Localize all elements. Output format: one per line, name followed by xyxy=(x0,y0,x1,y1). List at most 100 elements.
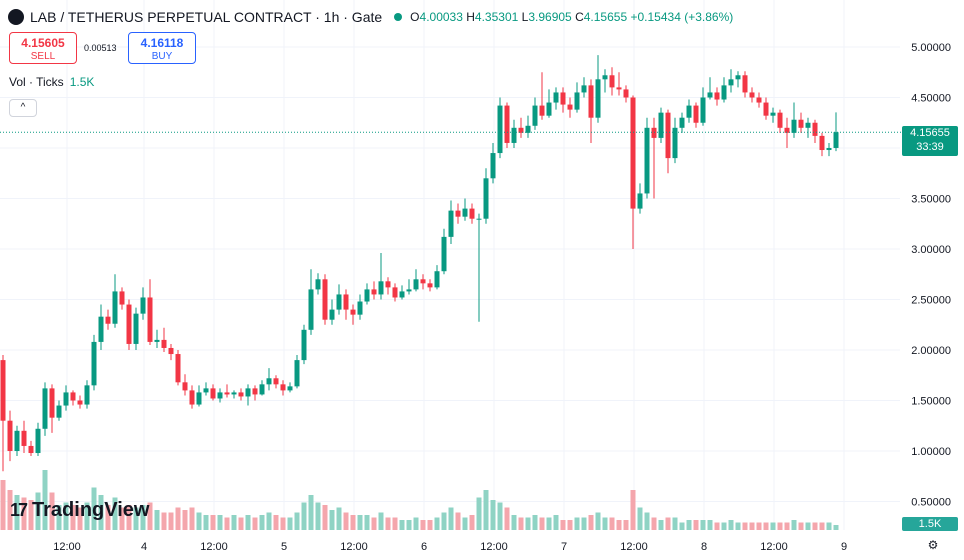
x-tick-label: 12:00 xyxy=(53,541,81,553)
candle-body xyxy=(308,289,314,330)
y-tick-label: 5.00000 xyxy=(911,42,951,54)
candle-body xyxy=(728,79,734,86)
buy-label: BUY xyxy=(151,51,173,62)
candle-body xyxy=(707,92,713,98)
y-tick-label: 2.50000 xyxy=(911,295,951,307)
tradingview-logo[interactable]: 17 TradingView xyxy=(10,499,149,522)
volume-bar xyxy=(602,517,608,530)
candle-body xyxy=(343,294,349,310)
volume-bar xyxy=(266,512,272,530)
volume-bar xyxy=(665,517,671,530)
x-tick-label: 8 xyxy=(701,541,707,553)
candle-body xyxy=(749,92,755,98)
volume-bar xyxy=(105,505,111,530)
candle-body xyxy=(203,388,209,393)
sell-button[interactable]: 4.15605 SELL xyxy=(9,32,77,64)
y-tick-label: 3.00000 xyxy=(911,244,951,256)
x-tick-label: 12:00 xyxy=(480,541,508,553)
market-status-icon xyxy=(394,13,403,21)
candle-body xyxy=(462,208,468,217)
candle-body xyxy=(14,430,20,451)
y-tick-label: 1.00000 xyxy=(911,446,951,458)
candle-body xyxy=(161,339,167,348)
volume-bar xyxy=(427,520,433,530)
low-label: L xyxy=(521,10,529,24)
volume-bar xyxy=(343,512,349,530)
candle-body xyxy=(126,304,132,344)
volume-bar xyxy=(322,505,328,530)
candle-body xyxy=(364,289,370,302)
candle-body xyxy=(294,360,300,387)
candle-body xyxy=(441,236,447,272)
volume-bar xyxy=(210,515,216,530)
candle-body xyxy=(133,313,139,344)
volume-bar xyxy=(791,520,797,530)
candle-body xyxy=(805,122,811,128)
candle-body xyxy=(0,360,6,421)
candle-body xyxy=(623,89,629,98)
y-tick-label: 1.50000 xyxy=(911,396,951,408)
volume-bar xyxy=(805,522,811,530)
buy-button[interactable]: 4.16118 BUY xyxy=(128,32,196,64)
candle-body xyxy=(98,316,104,342)
volume-bar xyxy=(546,517,552,530)
volume-bar xyxy=(728,520,734,530)
candle-body xyxy=(238,392,244,397)
volume-bar xyxy=(560,520,566,530)
volume-tag: 1.5K xyxy=(902,517,958,531)
candle-body xyxy=(574,92,580,110)
symbol-title[interactable]: LAB / TETHERUS PERPETUAL CONTRACT · 1h ·… xyxy=(30,9,383,25)
volume-bar xyxy=(784,522,790,530)
high-label: H xyxy=(466,10,475,24)
collapse-legend-button[interactable]: ^ xyxy=(9,99,37,117)
volume-bar xyxy=(721,522,727,530)
candle-body xyxy=(448,210,454,237)
candle-body xyxy=(231,392,237,395)
candle-body xyxy=(560,92,566,105)
volume-legend[interactable]: Vol · Ticks 1.5K xyxy=(9,75,94,89)
candle-body xyxy=(434,271,440,288)
candle-body xyxy=(210,388,216,399)
volume-bar xyxy=(693,520,699,530)
volume-bar xyxy=(476,497,482,530)
volume-bar xyxy=(245,515,251,530)
settings-icon[interactable]: ⚙ xyxy=(927,538,939,552)
volume-bar xyxy=(518,517,524,530)
candle-body xyxy=(182,382,188,391)
volume-bar xyxy=(28,500,34,530)
volume-bar xyxy=(434,517,440,530)
volume-bar xyxy=(182,510,188,530)
candle-body xyxy=(609,75,615,88)
volume-bar xyxy=(196,512,202,530)
last-price-tag: 4.15655 33:39 xyxy=(902,126,958,156)
candle-body xyxy=(525,125,531,133)
volume-bar xyxy=(833,525,839,530)
candle-body xyxy=(322,279,328,320)
x-tick-label: 9 xyxy=(841,541,847,553)
volume-bar xyxy=(56,505,62,530)
candle-body xyxy=(469,208,475,219)
volume-bar xyxy=(364,515,370,530)
candle-body xyxy=(602,75,608,80)
candle-body xyxy=(70,392,76,401)
candle-body xyxy=(105,316,111,324)
volume-bar xyxy=(168,512,174,530)
volume-bar xyxy=(644,512,650,530)
volume-bar xyxy=(217,515,223,530)
volume-bar xyxy=(651,517,657,530)
candle-body xyxy=(427,283,433,288)
x-tick-label: 12:00 xyxy=(620,541,648,553)
candle-body xyxy=(637,193,643,209)
candle-body xyxy=(777,112,783,128)
candle-body xyxy=(168,347,174,355)
volume-bar xyxy=(77,507,83,530)
volume-bar xyxy=(574,517,580,530)
low-value: 3.96905 xyxy=(528,10,572,24)
candle-body xyxy=(189,390,195,405)
candle-body xyxy=(245,388,251,397)
candle-body xyxy=(483,178,489,219)
close-value: 4.15655 xyxy=(583,10,628,24)
candle-body xyxy=(154,339,160,342)
volume-bar xyxy=(826,522,832,530)
